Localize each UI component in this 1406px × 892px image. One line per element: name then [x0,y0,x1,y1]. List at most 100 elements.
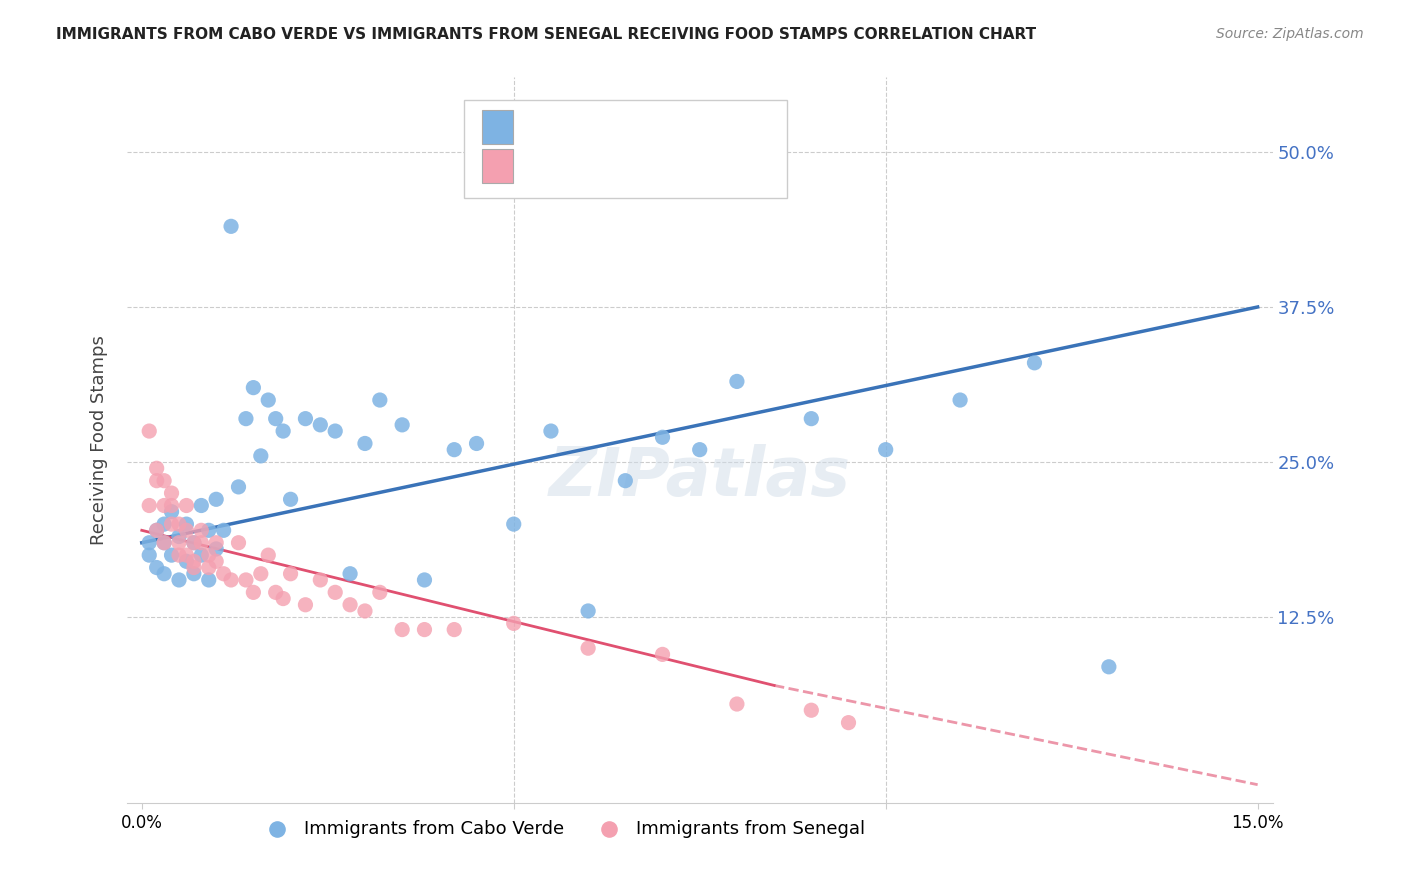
Point [280,566,302,581]
Point [391,417,413,432]
Text: ZIPatlas: ZIPatlas [548,443,851,509]
Point [145,524,167,538]
Point [264,411,287,425]
Point [183,535,205,549]
Point [212,524,235,538]
Point [197,560,219,574]
Point [176,517,198,532]
Point [197,548,219,562]
Point [219,219,242,234]
Point [138,535,160,549]
Point [323,585,346,599]
Point [502,517,524,532]
Point [160,486,183,500]
Point [160,499,183,513]
Point [264,585,287,599]
Point [294,598,316,612]
Point [197,524,219,538]
Point [354,604,377,618]
Point [228,480,250,494]
Point [176,524,198,538]
Text: R =: R = [524,118,557,136]
Point [176,499,198,513]
Point [167,535,190,549]
Point [145,560,167,574]
Text: R =: R = [524,157,557,175]
Point [1098,660,1121,674]
Point [219,573,242,587]
Point [689,442,711,457]
Point [257,548,280,562]
Y-axis label: Receiving Food Stamps: Receiving Food Stamps [90,335,108,545]
Point [176,548,198,562]
Point [235,411,257,425]
Point [391,623,413,637]
Point [145,461,167,475]
Text: 0.0%: 0.0% [121,814,163,832]
Text: 15.0%: 15.0% [1232,814,1284,832]
Point [190,535,212,549]
Point [167,517,190,532]
Point [443,442,465,457]
Text: 51: 51 [665,157,689,175]
Point [354,436,377,450]
Point [339,566,361,581]
Point [145,524,167,538]
Point [228,535,250,549]
Point [212,566,235,581]
Text: N =: N = [626,157,659,175]
Point [576,641,599,656]
Point [205,535,228,549]
Text: 0.424: 0.424 [567,118,623,136]
Point [339,598,361,612]
Point [280,492,302,507]
Point [271,424,294,438]
Point [443,623,465,637]
Point [837,715,859,730]
Point [167,573,190,587]
Point [160,517,183,532]
Point [183,535,205,549]
Point [138,424,160,438]
Point [138,499,160,513]
Point [190,499,212,513]
Point [145,474,167,488]
Point [205,492,228,507]
Text: 53: 53 [665,118,689,136]
Point [465,436,488,450]
Point [323,424,346,438]
Point [725,375,748,389]
Point [153,474,176,488]
Point [160,505,183,519]
Point [153,535,176,549]
Point [197,573,219,587]
Point [576,604,599,618]
Point [614,474,637,488]
Point [725,697,748,711]
Point [167,529,190,543]
Point [153,535,176,549]
Point [949,392,972,407]
Text: Source: ZipAtlas.com: Source: ZipAtlas.com [1216,27,1364,41]
Point [413,573,436,587]
Point [167,548,190,562]
Point [413,623,436,637]
Point [183,560,205,574]
Point [1024,356,1046,370]
Text: IMMIGRANTS FROM CABO VERDE VS IMMIGRANTS FROM SENEGAL RECEIVING FOOD STAMPS CORR: IMMIGRANTS FROM CABO VERDE VS IMMIGRANTS… [56,27,1036,42]
Point [257,392,280,407]
Point [176,554,198,568]
Point [205,541,228,556]
Point [800,703,823,717]
Point [294,411,316,425]
Point [242,381,264,395]
Point [235,573,257,587]
Point [271,591,294,606]
Text: -0.403: -0.403 [567,157,630,175]
Point [651,430,673,444]
Point [309,573,332,587]
Point [205,554,228,568]
Point [153,499,176,513]
Text: N =: N = [626,118,659,136]
Point [153,566,176,581]
